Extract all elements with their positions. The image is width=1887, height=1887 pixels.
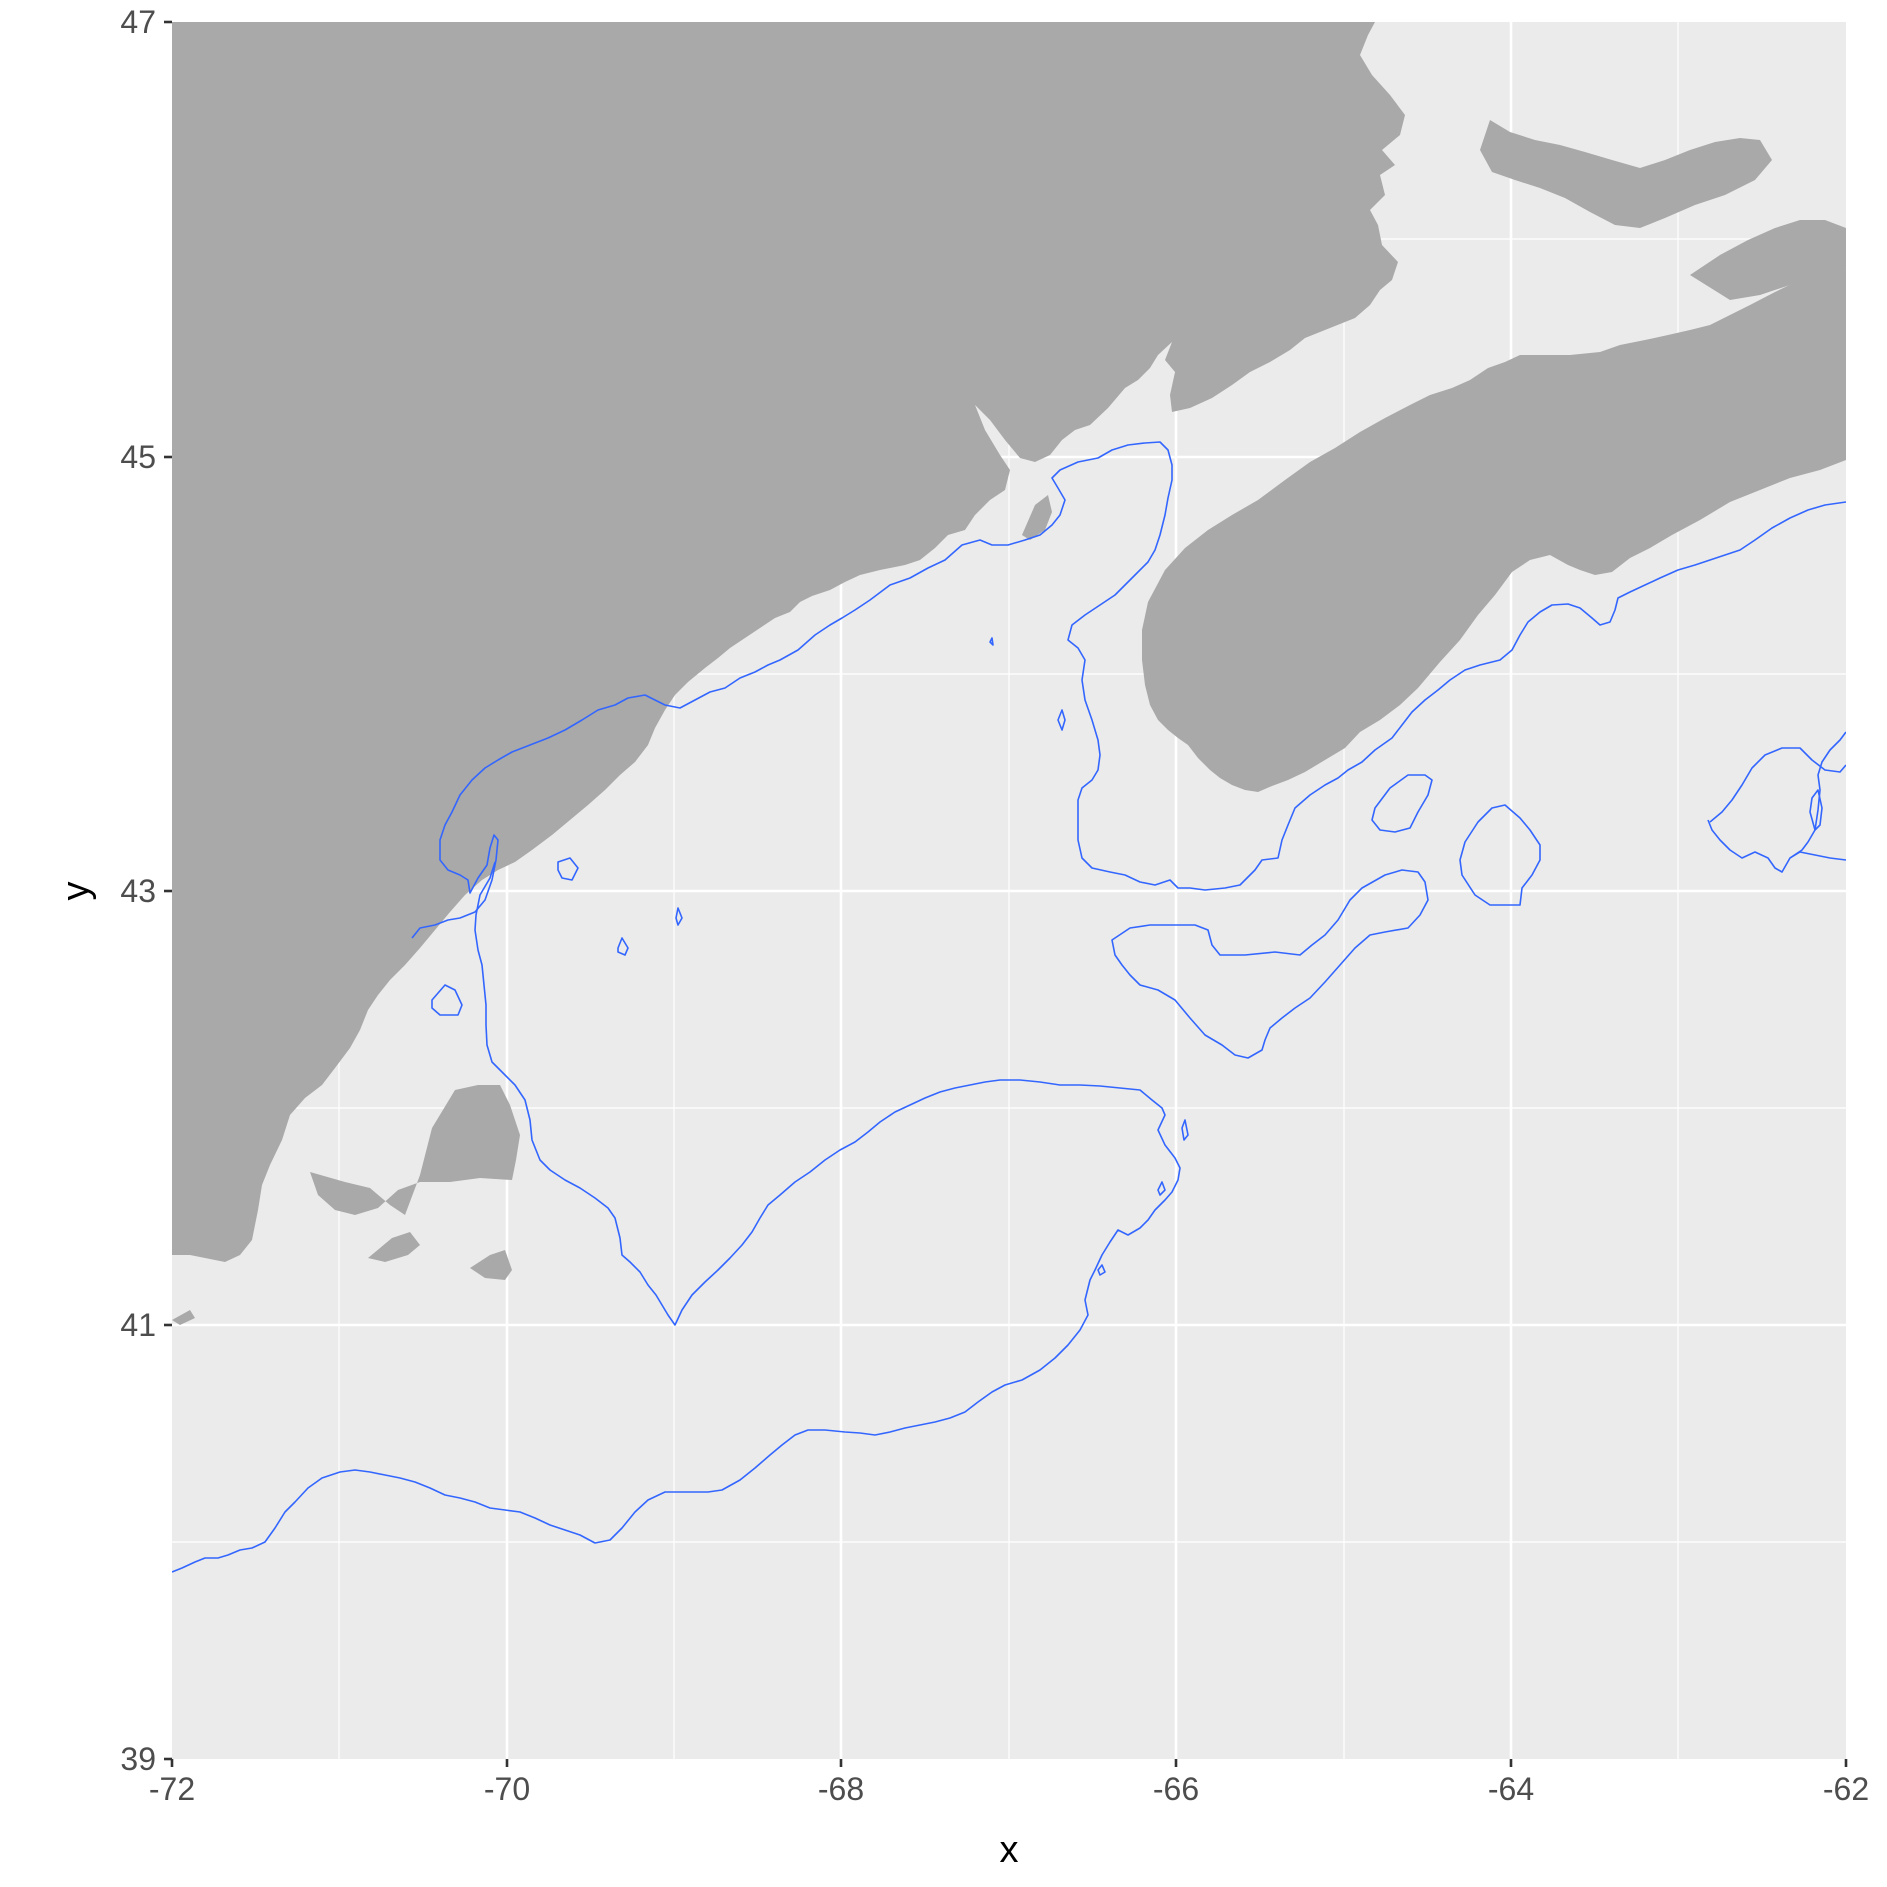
x-axis-title: x: [1000, 1829, 1019, 1871]
landmass-grand-manan: [1022, 495, 1052, 540]
contour-east-3: [1789, 851, 1846, 861]
contour-small-6: [989, 637, 994, 646]
y-axis: 47 45 43 41 39 y: [55, 4, 172, 1777]
contour-small-7: [1181, 1119, 1189, 1141]
landmass-nova-scotia: [1142, 270, 1846, 792]
contour-small-5: [1057, 709, 1066, 731]
y-axis-title: y: [55, 882, 97, 901]
y-tick-label: 45: [120, 439, 156, 475]
landmass-new-england: [172, 22, 1405, 1262]
contour-gulf-of-maine: [411, 441, 1846, 939]
x-tick-label: -66: [1153, 1771, 1199, 1807]
landmass-marthas-vineyard: [368, 1232, 420, 1262]
landmass-pei: [1480, 120, 1772, 228]
contours: [172, 441, 1846, 1573]
contour-shelf-2: [1459, 804, 1541, 906]
contour-small-9: [1097, 1264, 1106, 1276]
contour-small-1: [431, 984, 463, 1016]
landmass-nantucket: [470, 1250, 512, 1280]
y-tick-label: 41: [120, 1307, 156, 1343]
landmass-coast-strip: [172, 1310, 195, 1325]
x-tick-label: -72: [149, 1771, 195, 1807]
contour-small-2: [557, 857, 579, 881]
x-tick-label: -68: [818, 1771, 864, 1807]
landmass-cape-cod: [310, 1085, 520, 1215]
x-tick-label: -70: [484, 1771, 530, 1807]
land-masses: [172, 22, 1846, 1325]
contour-small-4: [675, 907, 683, 926]
x-tick-label: -64: [1488, 1771, 1534, 1807]
contour-east-4: [1809, 789, 1823, 831]
contour-small-8: [1157, 1181, 1166, 1196]
contour-east-1: [1709, 747, 1846, 823]
contour-georges-bank: [172, 861, 1181, 1573]
landmass-cape-breton: [1690, 220, 1846, 300]
x-axis: -72 -70 -68 -66 -64 -62 x: [149, 1759, 1869, 1871]
contour-small-3: [617, 937, 629, 956]
x-tick-label: -62: [1823, 1771, 1869, 1807]
y-tick-label: 47: [120, 4, 156, 40]
contour-shelf-1: [1371, 774, 1433, 833]
landmass-small-island: [288, 32, 345, 75]
y-tick-label: 39: [120, 1741, 156, 1777]
contour-shelf-3: [1111, 869, 1429, 1059]
y-tick-label: 43: [120, 873, 156, 909]
